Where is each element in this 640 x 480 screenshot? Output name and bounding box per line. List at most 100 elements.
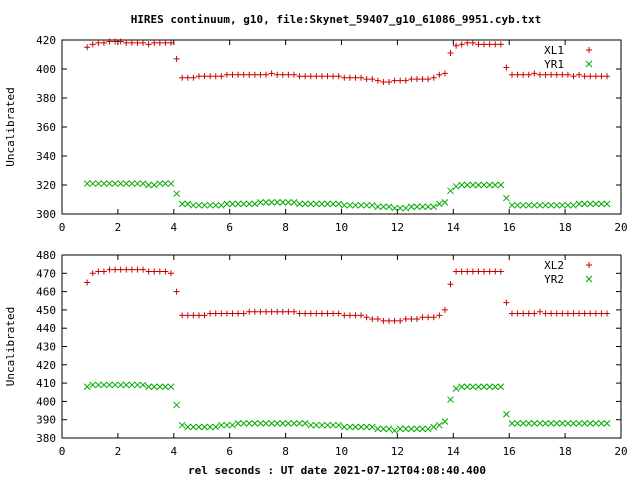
chart-title: HIRES continuum, g10, file:Skynet_59407_… <box>131 13 542 26</box>
data-point <box>173 401 180 409</box>
data-point <box>106 38 113 45</box>
x-tick-label: 6 <box>226 445 233 458</box>
data-point <box>475 41 482 48</box>
data-point <box>117 266 124 273</box>
data-point <box>452 385 460 392</box>
data-point <box>318 73 325 80</box>
data-point <box>290 420 298 427</box>
data-point <box>497 41 504 48</box>
y-tick-label: 400 <box>36 63 56 76</box>
data-point <box>229 421 236 429</box>
data-point <box>173 190 180 198</box>
data-point <box>436 71 443 78</box>
data-point <box>358 312 365 319</box>
data-point <box>536 308 543 315</box>
data-point <box>508 71 515 78</box>
y-axis-label: Uncalibrated <box>4 307 17 386</box>
data-point <box>368 423 376 431</box>
data-point <box>486 383 493 391</box>
data-point <box>106 180 113 187</box>
data-point <box>324 421 331 429</box>
data-point <box>128 381 136 389</box>
data-point <box>598 310 605 317</box>
data-point <box>374 316 381 323</box>
data-point <box>128 266 135 273</box>
data-point <box>458 383 466 391</box>
data-point <box>408 425 415 433</box>
data-point <box>123 266 130 273</box>
data-point <box>402 316 409 323</box>
data-point <box>156 180 164 187</box>
data-point <box>391 204 398 212</box>
data-point <box>195 201 203 209</box>
data-point <box>190 74 197 81</box>
data-point <box>380 317 387 324</box>
y-tick-label: 300 <box>36 208 56 221</box>
data-point <box>173 288 180 295</box>
data-point <box>168 39 175 46</box>
data-point <box>447 187 454 195</box>
top-panel: 0 2 4 6 8 10 12 14 16 18 20 300 320 340 360 380 400 420 Un… <box>4 34 628 234</box>
data-point <box>419 314 426 321</box>
data-point <box>296 310 303 317</box>
data-point <box>564 420 572 427</box>
data-point <box>374 425 382 433</box>
data-point <box>391 77 398 84</box>
data-point <box>587 310 594 317</box>
data-point <box>229 200 236 208</box>
x-tick-label: 18 <box>558 445 571 458</box>
data-point <box>245 200 253 208</box>
data-point <box>340 423 348 431</box>
data-point <box>307 73 314 80</box>
data-point <box>117 180 125 187</box>
data-point <box>279 308 286 315</box>
x-tick-label: 12 <box>391 221 404 234</box>
data-point <box>296 420 303 427</box>
data-point <box>111 180 119 187</box>
data-point <box>330 310 337 317</box>
data-point <box>84 44 91 51</box>
data-point <box>257 308 264 315</box>
data-point <box>290 71 297 78</box>
data-point <box>179 312 186 319</box>
data-point <box>95 39 102 46</box>
data-point <box>558 201 566 209</box>
data-point <box>397 317 404 324</box>
data-point <box>531 310 538 317</box>
data-point <box>413 203 421 211</box>
data-point <box>106 266 113 273</box>
data-point <box>486 41 493 48</box>
data-point <box>570 73 577 80</box>
data-point <box>408 76 415 83</box>
series-yr2 <box>83 381 611 435</box>
data-point <box>145 268 152 275</box>
data-point <box>134 381 141 389</box>
data-point <box>558 420 566 427</box>
data-point <box>592 310 599 317</box>
data-point <box>335 310 342 317</box>
data-point <box>408 316 415 323</box>
legend-marker <box>585 60 593 68</box>
data-point <box>307 200 315 208</box>
y-tick-label: 420 <box>36 359 56 372</box>
data-point <box>435 200 443 208</box>
data-point <box>179 74 186 81</box>
data-point <box>190 423 197 431</box>
data-point <box>346 74 353 81</box>
data-point <box>312 421 320 429</box>
data-point <box>195 423 203 431</box>
data-point <box>592 420 600 427</box>
data-point <box>340 201 348 209</box>
data-point <box>195 312 202 319</box>
data-point <box>603 200 611 208</box>
legend-label: YR2 <box>544 273 564 286</box>
data-point <box>547 201 555 209</box>
data-point <box>84 279 91 286</box>
data-point <box>581 420 589 427</box>
data-point <box>262 420 270 427</box>
data-point <box>430 74 437 81</box>
data-point <box>150 383 158 391</box>
data-point <box>330 73 337 80</box>
data-point <box>178 421 186 429</box>
data-point <box>430 423 438 431</box>
